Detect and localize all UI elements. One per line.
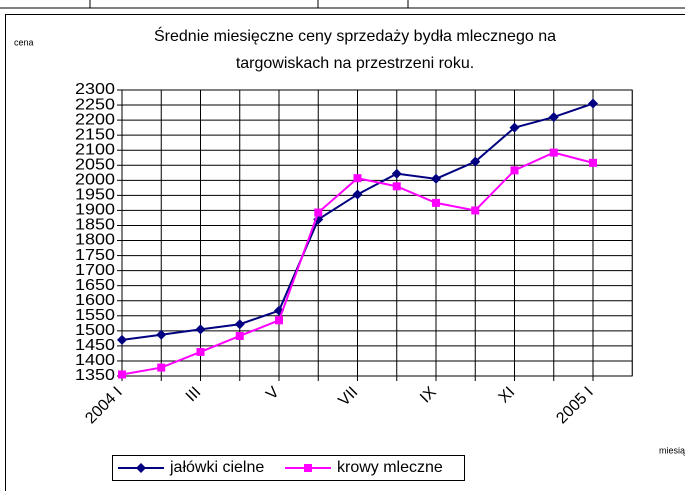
- marker: [470, 156, 481, 167]
- y-tick-label: 1400: [75, 352, 115, 369]
- y-tick-label: 1500: [75, 322, 115, 339]
- y-tick-label: 1550: [75, 307, 115, 324]
- y-tick-label: 2050: [75, 156, 115, 173]
- y-tick-label: 1800: [75, 232, 115, 249]
- marker: [275, 316, 283, 325]
- marker: [509, 122, 520, 133]
- marker: [589, 158, 597, 167]
- y-tick-label: 1950: [75, 187, 115, 204]
- marker: [392, 182, 401, 191]
- marker: [235, 331, 244, 340]
- y-tick-label: 1900: [75, 202, 115, 219]
- chart-title: targowiskach na przestrzeni roku.: [236, 55, 474, 72]
- marker: [314, 208, 323, 217]
- plot-area: [121, 89, 633, 377]
- chart-title: Średnie miesięczne ceny sprzedaży bydła …: [154, 26, 556, 45]
- y-tick-label: 1850: [75, 217, 115, 234]
- marker: [117, 334, 127, 345]
- y-axis-label: cena: [14, 37, 34, 47]
- marker: [156, 329, 167, 340]
- marker: [353, 174, 362, 183]
- x-axis-label: miesią: [659, 445, 685, 455]
- y-tick-label: 1450: [75, 337, 115, 354]
- y-tick-label: 2200: [75, 111, 115, 128]
- marker: [352, 189, 363, 200]
- chart-border: [5, 14, 685, 491]
- marker: [157, 363, 166, 372]
- y-tick-label: 2250: [75, 96, 115, 113]
- marker: [471, 206, 480, 215]
- marker: [196, 347, 205, 356]
- marker: [510, 166, 519, 175]
- marker: [548, 112, 559, 123]
- marker: [549, 148, 558, 157]
- y-tick-label: 2150: [75, 126, 115, 143]
- y-tick-label: 2000: [75, 172, 115, 189]
- y-tick-label: 1650: [75, 277, 115, 294]
- y-tick-label: 1600: [75, 292, 115, 309]
- marker: [118, 370, 126, 379]
- marker: [304, 464, 312, 472]
- legend-label: krowy mleczne: [337, 459, 443, 476]
- legend-label: jałówki cielne: [169, 459, 264, 476]
- marker: [588, 98, 598, 109]
- marker: [391, 168, 402, 179]
- marker: [431, 173, 441, 184]
- y-tick-label: 1350: [75, 367, 115, 384]
- y-tick-label: 2300: [75, 81, 115, 98]
- marker: [234, 319, 245, 330]
- marker: [136, 463, 146, 473]
- marker: [432, 198, 440, 207]
- marker: [195, 324, 206, 335]
- y-tick-label: 1700: [75, 262, 115, 279]
- y-tick-label: 2100: [75, 141, 115, 158]
- y-tick-label: 1750: [75, 247, 115, 264]
